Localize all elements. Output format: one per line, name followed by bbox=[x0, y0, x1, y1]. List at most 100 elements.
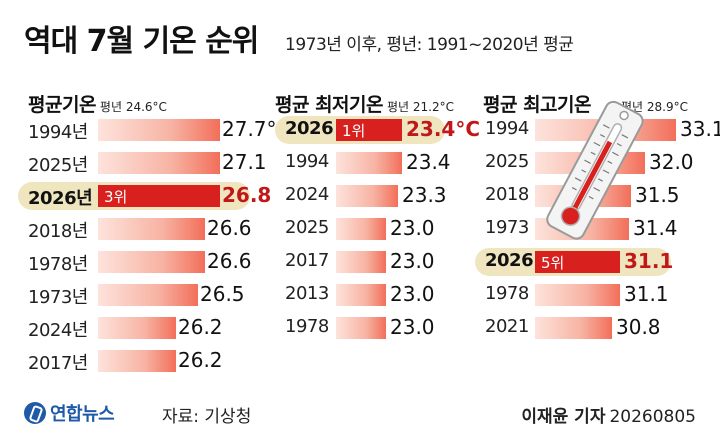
bar bbox=[336, 119, 402, 141]
bar bbox=[98, 284, 198, 306]
bar-value-label: 27.1 bbox=[222, 150, 267, 174]
bar-value-label: 33.1°C bbox=[680, 117, 720, 141]
bar-category-label: 1994 bbox=[485, 118, 529, 139]
bar bbox=[336, 251, 386, 273]
credit: 이재윤 기자 20260805 bbox=[521, 402, 696, 427]
bar-value-label: 26.8 bbox=[222, 183, 272, 207]
bar-value-label: 23.3 bbox=[402, 183, 447, 207]
bar-value-label: 26.2 bbox=[178, 315, 223, 339]
chart-row: 2021 30.8 bbox=[0, 313, 720, 343]
reporter-name: 이재윤 기자 bbox=[521, 407, 606, 427]
chart-avg-temp-header: 평균기온 평년 24.6°C bbox=[28, 90, 167, 117]
chart-row: 2024년 26.2 bbox=[0, 313, 720, 343]
chart-row: 1973년 26.5 bbox=[0, 280, 720, 310]
bar bbox=[535, 317, 612, 339]
bar-category-label: 2018년 bbox=[28, 221, 88, 242]
chart-row-highlight: 2026년 3위 26.8 bbox=[0, 181, 720, 211]
bar bbox=[336, 284, 386, 306]
bar bbox=[98, 251, 205, 273]
chart-row: 2025 23.0 bbox=[0, 214, 720, 244]
bar-category-label: 1978년 bbox=[28, 254, 88, 275]
bar-value-label: 23.0 bbox=[390, 249, 435, 273]
publish-date: 20260805 bbox=[609, 407, 696, 427]
chart-row: 2013 23.0 bbox=[0, 280, 720, 310]
bar-value-label: 32.0 bbox=[649, 150, 694, 174]
bar-category-label: 2026년 bbox=[28, 188, 93, 209]
bar bbox=[98, 350, 176, 372]
yonhap-logo-text: 연합뉴스 bbox=[50, 404, 115, 425]
bar-value-label: 31.1 bbox=[624, 249, 674, 273]
chart-row: 2025년 27.1 bbox=[0, 148, 720, 178]
bar-value-label: 26.2 bbox=[178, 348, 223, 372]
bar-value-label: 30.8 bbox=[616, 315, 661, 339]
chart-row: 1978 31.1 bbox=[0, 280, 720, 310]
bar bbox=[98, 152, 220, 174]
bar-category-label: 2026 bbox=[285, 118, 334, 139]
rank-badge: 5위 bbox=[541, 254, 565, 272]
chart-min-temp-normal: 평년 21.2°C bbox=[387, 100, 454, 114]
chart-max-temp-header: 평균 최고기온 평년 28.9°C bbox=[483, 90, 688, 117]
data-source: 자료: 기상청 bbox=[162, 407, 252, 427]
chart-avg-temp-title: 평균기온 bbox=[28, 94, 96, 116]
bar-category-label: 2017년 bbox=[28, 353, 88, 374]
bar bbox=[98, 218, 205, 240]
bar bbox=[336, 218, 386, 240]
bar bbox=[535, 251, 620, 273]
chart-min-temp-title: 평균 최저기온 bbox=[275, 94, 384, 116]
bar bbox=[98, 317, 176, 339]
bar-value-label: 31.4 bbox=[633, 216, 678, 240]
bar-value-label: 23.0 bbox=[390, 315, 435, 339]
bar bbox=[535, 284, 620, 306]
bar-category-label: 1973 bbox=[485, 217, 529, 238]
chart-min-temp-header: 평균 최저기온 평년 21.2°C bbox=[275, 90, 454, 117]
bar-value-label: 23.4°C bbox=[406, 117, 481, 141]
bar-value-label: 23.0 bbox=[390, 216, 435, 240]
chart-row: 1994 23.4 bbox=[0, 148, 720, 178]
bar bbox=[98, 119, 220, 141]
bar-category-label: 1973년 bbox=[28, 287, 88, 308]
bar-category-label: 2021 bbox=[485, 316, 529, 337]
bar-category-label: 2025년 bbox=[28, 155, 88, 176]
bar-category-label: 2026 bbox=[485, 250, 534, 271]
bar-category-label: 1978 bbox=[285, 316, 329, 337]
bar-category-label: 1994년 bbox=[28, 122, 88, 143]
chart-row: 2017년 26.2 bbox=[0, 346, 720, 376]
bar-category-label: 2013 bbox=[285, 283, 329, 304]
chart-row: 2024 23.3 bbox=[0, 181, 720, 211]
rank-badge: 3위 bbox=[104, 188, 128, 206]
chart-max-temp-normal: 평년 28.9°C bbox=[621, 100, 688, 114]
bar bbox=[336, 185, 398, 207]
chart-row: 1978년 26.6 bbox=[0, 247, 720, 277]
bar-value-label: 31.5 bbox=[635, 183, 680, 207]
bar-value-label: 26.5 bbox=[200, 282, 245, 306]
chart-avg-temp-normal: 평년 24.6°C bbox=[99, 100, 167, 114]
thermometer-icon bbox=[546, 100, 644, 240]
bar-category-label: 2024년 bbox=[28, 320, 88, 341]
page-title: 역대 7월 기온 순위 bbox=[24, 24, 259, 59]
chart-row: 2017 23.0 bbox=[0, 247, 720, 277]
bar-category-label: 2018 bbox=[485, 184, 529, 205]
chart-row-highlight: 2026 1위 23.4°C bbox=[0, 115, 720, 145]
bar-category-label: 1994 bbox=[285, 151, 329, 172]
bar bbox=[98, 185, 220, 207]
bar-category-label: 2025 bbox=[285, 217, 329, 238]
rank-badge: 1위 bbox=[342, 122, 366, 140]
chart-row: 2018년 26.6 bbox=[0, 214, 720, 244]
yonhap-logo-icon bbox=[24, 402, 46, 424]
bar-category-label: 2024 bbox=[285, 184, 329, 205]
page-subtitle: 1973년 이후, 평년: 1991~2020년 평균 bbox=[285, 35, 574, 55]
yonhap-logo: 연합뉴스 bbox=[24, 400, 115, 426]
bar-category-label: 2017 bbox=[285, 250, 329, 271]
chart-row: 1978 23.0 bbox=[0, 313, 720, 343]
bar bbox=[336, 152, 402, 174]
bar-value-label: 26.6 bbox=[207, 249, 252, 273]
bar-category-label: 2025 bbox=[485, 151, 529, 172]
bar-value-label: 23.4 bbox=[406, 150, 451, 174]
bar-category-label: 1978 bbox=[485, 283, 529, 304]
chart-max-temp-title: 평균 최고기온 bbox=[483, 94, 592, 116]
bar-value-label: 31.1 bbox=[624, 282, 669, 306]
chart-row-highlight: 2026 5위 31.1 bbox=[0, 247, 720, 277]
bar bbox=[336, 317, 386, 339]
bar-value-label: 23.0 bbox=[390, 282, 435, 306]
bar-value-label: 26.6 bbox=[207, 216, 252, 240]
